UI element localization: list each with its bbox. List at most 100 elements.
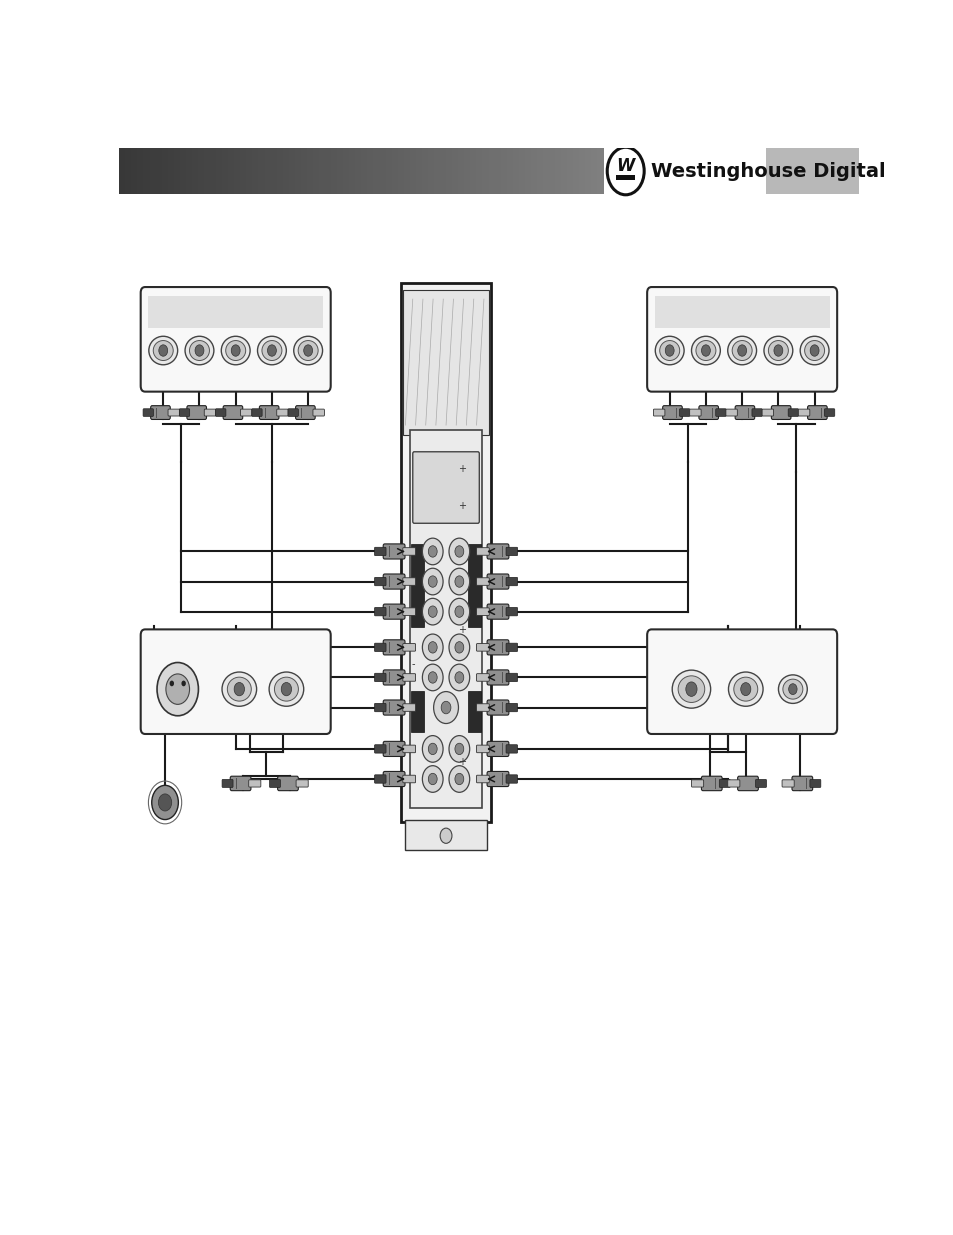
FancyBboxPatch shape xyxy=(771,405,790,420)
Ellipse shape xyxy=(740,683,750,695)
FancyBboxPatch shape xyxy=(781,779,793,787)
Bar xyxy=(555,148,560,194)
Ellipse shape xyxy=(731,341,751,361)
Circle shape xyxy=(422,664,442,690)
Ellipse shape xyxy=(737,345,746,356)
FancyBboxPatch shape xyxy=(375,643,386,652)
FancyBboxPatch shape xyxy=(737,777,758,790)
Bar xyxy=(179,148,186,194)
FancyBboxPatch shape xyxy=(487,772,508,787)
Text: -: - xyxy=(411,659,415,669)
Ellipse shape xyxy=(226,341,246,361)
Bar xyxy=(379,148,385,194)
Bar xyxy=(411,690,423,732)
FancyBboxPatch shape xyxy=(715,409,725,416)
Bar xyxy=(253,148,258,194)
Bar xyxy=(264,148,271,194)
Bar xyxy=(518,148,524,194)
Bar xyxy=(452,148,457,194)
Circle shape xyxy=(422,568,442,595)
Bar xyxy=(530,148,537,194)
FancyBboxPatch shape xyxy=(662,405,681,420)
Ellipse shape xyxy=(727,336,756,364)
FancyBboxPatch shape xyxy=(383,772,405,787)
FancyBboxPatch shape xyxy=(719,779,729,788)
FancyBboxPatch shape xyxy=(277,777,298,790)
Circle shape xyxy=(157,662,198,716)
Bar xyxy=(318,148,325,194)
Bar xyxy=(192,148,197,194)
FancyBboxPatch shape xyxy=(402,776,416,783)
FancyBboxPatch shape xyxy=(288,409,298,416)
FancyBboxPatch shape xyxy=(383,700,405,715)
Ellipse shape xyxy=(227,677,251,701)
FancyBboxPatch shape xyxy=(383,543,405,559)
FancyBboxPatch shape xyxy=(383,640,405,655)
FancyBboxPatch shape xyxy=(807,405,826,420)
Bar xyxy=(500,148,506,194)
Circle shape xyxy=(449,736,469,762)
Bar xyxy=(125,148,132,194)
Ellipse shape xyxy=(767,341,787,361)
FancyBboxPatch shape xyxy=(383,741,405,757)
Ellipse shape xyxy=(190,341,210,361)
FancyBboxPatch shape xyxy=(375,673,386,682)
Bar xyxy=(137,148,143,194)
Circle shape xyxy=(428,642,436,653)
Circle shape xyxy=(428,672,436,683)
Circle shape xyxy=(449,634,469,661)
Bar xyxy=(421,148,428,194)
Bar xyxy=(537,148,542,194)
FancyBboxPatch shape xyxy=(476,745,489,752)
FancyBboxPatch shape xyxy=(230,777,251,790)
FancyBboxPatch shape xyxy=(402,704,416,711)
Circle shape xyxy=(152,785,178,820)
Circle shape xyxy=(449,538,469,564)
Ellipse shape xyxy=(274,677,298,701)
Ellipse shape xyxy=(231,345,240,356)
Bar xyxy=(276,148,282,194)
Bar xyxy=(470,148,476,194)
Ellipse shape xyxy=(778,674,806,704)
FancyBboxPatch shape xyxy=(505,578,517,585)
Ellipse shape xyxy=(262,341,282,361)
Bar xyxy=(197,148,204,194)
Ellipse shape xyxy=(298,341,317,361)
FancyBboxPatch shape xyxy=(240,409,252,416)
Bar xyxy=(616,175,635,179)
Ellipse shape xyxy=(257,336,286,364)
FancyBboxPatch shape xyxy=(735,405,754,420)
Bar xyxy=(271,148,276,194)
Ellipse shape xyxy=(782,679,802,699)
Ellipse shape xyxy=(733,677,757,701)
FancyBboxPatch shape xyxy=(727,779,740,787)
FancyBboxPatch shape xyxy=(375,745,386,753)
FancyBboxPatch shape xyxy=(487,543,508,559)
Circle shape xyxy=(428,546,436,557)
Circle shape xyxy=(434,692,458,724)
Bar xyxy=(240,148,246,194)
Circle shape xyxy=(455,642,463,653)
FancyBboxPatch shape xyxy=(725,409,737,416)
Circle shape xyxy=(449,664,469,690)
FancyBboxPatch shape xyxy=(204,409,215,416)
Ellipse shape xyxy=(695,341,715,361)
Circle shape xyxy=(449,598,469,625)
Circle shape xyxy=(170,680,173,687)
FancyBboxPatch shape xyxy=(476,547,489,556)
Circle shape xyxy=(158,794,172,811)
Ellipse shape xyxy=(728,672,762,706)
Circle shape xyxy=(449,568,469,595)
Bar xyxy=(313,148,318,194)
FancyBboxPatch shape xyxy=(223,405,242,420)
Bar xyxy=(228,148,234,194)
Ellipse shape xyxy=(672,671,710,708)
FancyBboxPatch shape xyxy=(689,409,700,416)
Bar xyxy=(512,148,518,194)
Bar xyxy=(289,148,294,194)
Bar xyxy=(234,148,240,194)
FancyBboxPatch shape xyxy=(151,405,170,420)
Bar xyxy=(186,148,192,194)
FancyBboxPatch shape xyxy=(476,643,489,651)
FancyBboxPatch shape xyxy=(179,409,190,416)
